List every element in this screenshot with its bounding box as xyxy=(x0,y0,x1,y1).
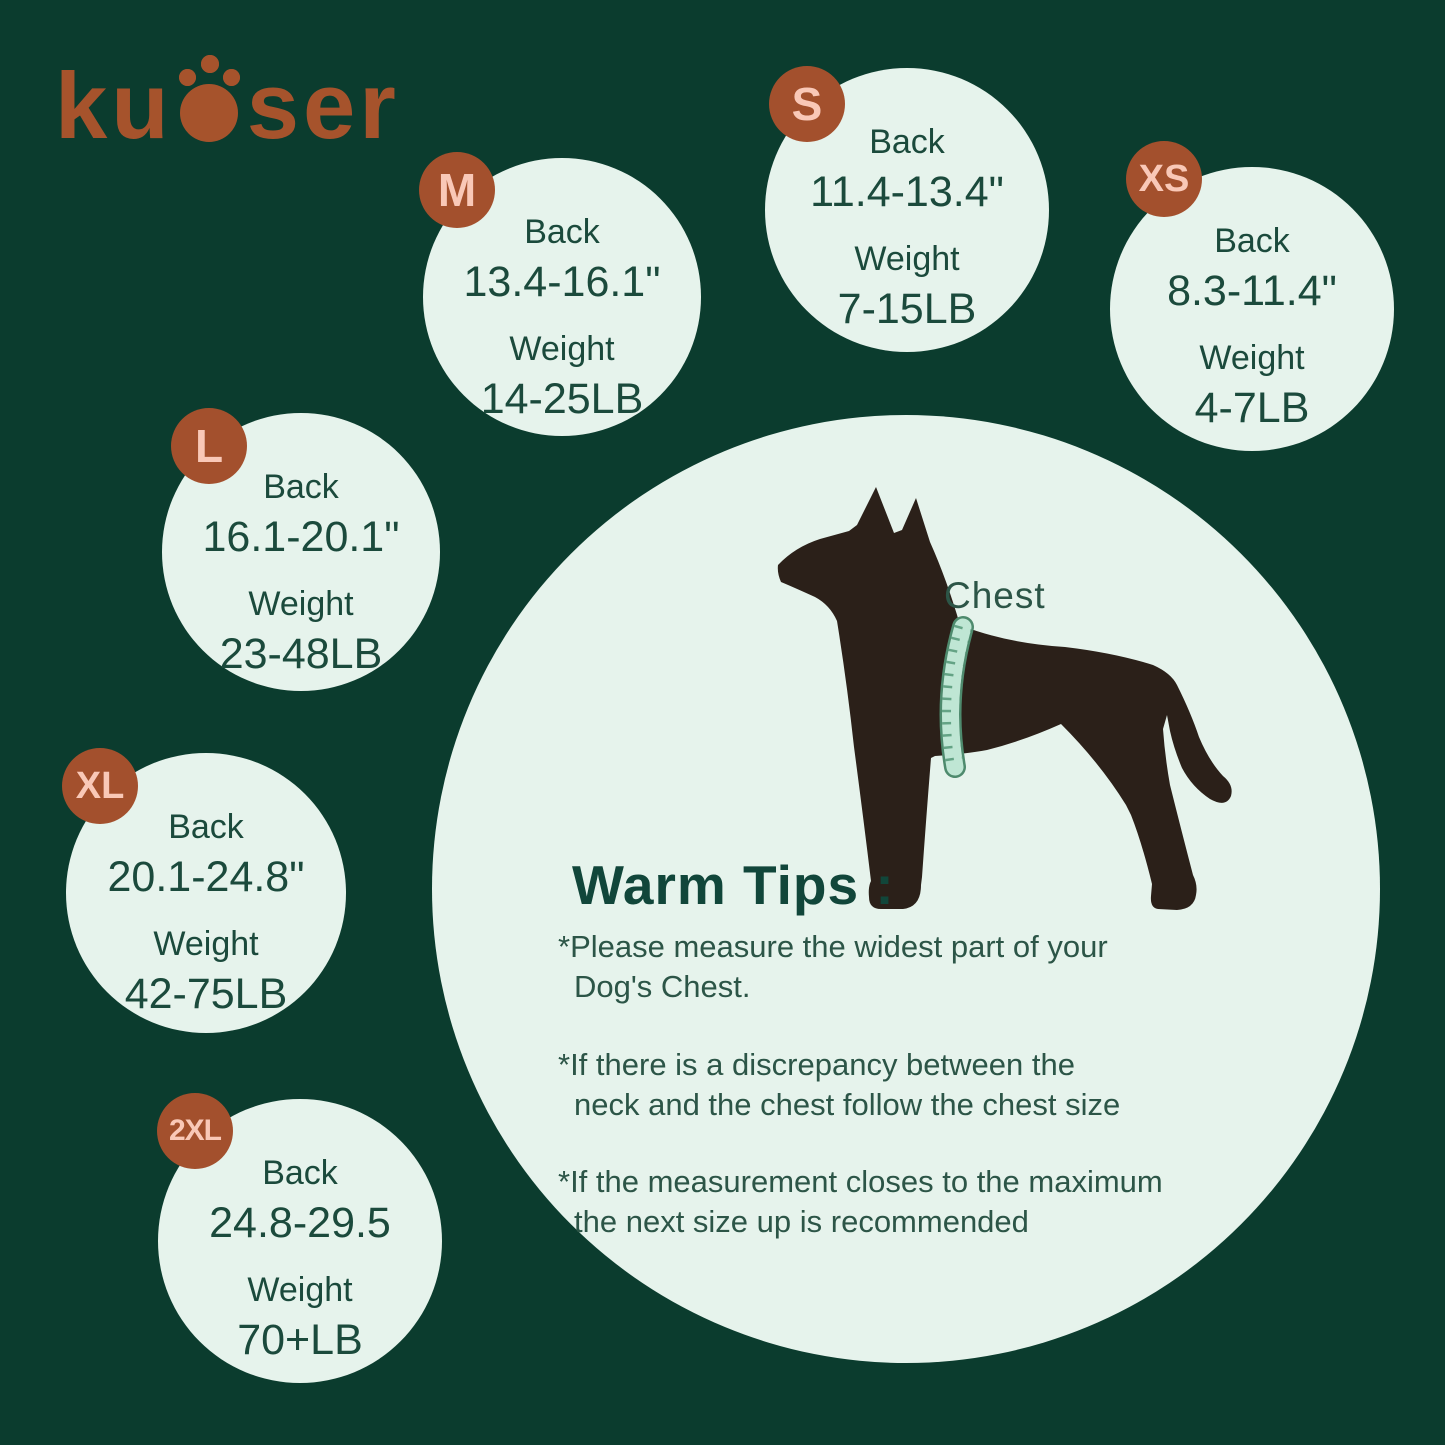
weight-range: 7-15LB xyxy=(837,285,977,334)
tip-line: *If the measurement closes to the maximu… xyxy=(558,1164,1163,1200)
tip-item: *If the measurement closes to the maximu… xyxy=(558,1162,1248,1243)
paw-icon xyxy=(178,54,241,144)
tip-line: *Please measure the widest part of your xyxy=(558,929,1108,964)
weight-label: Weight xyxy=(509,329,615,368)
logo-text-post: ser xyxy=(246,52,400,158)
back-label: Back xyxy=(168,808,244,846)
size-circle-s: S Back 11.4-13.4" Weight 7-15LB xyxy=(765,66,1049,352)
brand-logo: ku ser xyxy=(55,52,400,158)
size-badge-2xl: 2XL xyxy=(157,1093,233,1169)
tip-item: *If there is a discrepancy between the n… xyxy=(558,1045,1248,1126)
tip-item: *Please measure the widest part of your … xyxy=(558,927,1248,1008)
tip-line: *If there is a discrepancy between the xyxy=(558,1046,1075,1082)
back-label: Back xyxy=(263,468,339,506)
weight-range: 70+LB xyxy=(237,1316,363,1365)
back-range: 20.1-24.8" xyxy=(107,853,305,902)
warm-tips-list: *Please measure the widest part of your … xyxy=(558,927,1248,1280)
size-circle-xs: XS Back 8.3-11.4" Weight 4-7LB xyxy=(1110,141,1394,451)
back-label: Back xyxy=(262,1154,338,1192)
back-range: 11.4-13.4" xyxy=(810,168,1004,217)
weight-range: 42-75LB xyxy=(124,970,288,1019)
tip-line: the next size up is recommended xyxy=(574,1204,1029,1240)
back-label: Back xyxy=(524,213,600,251)
size-circle-l: L Back 16.1-20.1" Weight 23-48LB xyxy=(162,408,440,691)
weight-label: Weight xyxy=(854,239,960,278)
back-range: 13.4-16.1" xyxy=(463,258,661,307)
dog-silhouette-icon xyxy=(777,487,1232,910)
size-badge-xs: XS xyxy=(1126,141,1202,217)
size-circle-m: M Back 13.4-16.1" Weight 14-25LB xyxy=(419,152,701,436)
size-badge-s: S xyxy=(769,66,845,142)
back-range: 8.3-11.4" xyxy=(1167,267,1337,316)
weight-label: Weight xyxy=(248,584,354,623)
weight-range: 14-25LB xyxy=(480,375,644,424)
measuring-tape-icon xyxy=(939,616,974,778)
weight-label: Weight xyxy=(1199,338,1305,377)
size-badge-xl: XL xyxy=(62,748,138,824)
weight-range: 4-7LB xyxy=(1194,384,1310,433)
warm-tips-heading: Warm Tips : xyxy=(572,854,895,916)
tip-line: neck and the chest follow the chest size xyxy=(574,1086,1121,1122)
back-range: 16.1-20.1" xyxy=(202,513,400,562)
back-label: Back xyxy=(869,123,945,161)
size-circle-2xl: 2XL Back 24.8-29.5 Weight 70+LB xyxy=(157,1093,442,1383)
back-label: Back xyxy=(1214,222,1290,260)
logo-text-pre: ku xyxy=(55,52,173,158)
tip-line: Dog's Chest. xyxy=(574,969,751,1005)
size-badge-l: L xyxy=(171,408,247,484)
weight-label: Weight xyxy=(153,924,259,963)
weight-label: Weight xyxy=(247,1270,353,1309)
size-badge-m: M xyxy=(419,152,495,228)
chest-label: Chest xyxy=(944,575,1046,616)
weight-range: 23-48LB xyxy=(219,630,383,679)
size-circle-xl: XL Back 20.1-24.8" Weight 42-75LB xyxy=(62,748,346,1033)
back-range: 24.8-29.5 xyxy=(209,1199,391,1248)
measure-diagram-circle: Chest Warm Tips : *Please measure the wi… xyxy=(432,415,1380,1363)
